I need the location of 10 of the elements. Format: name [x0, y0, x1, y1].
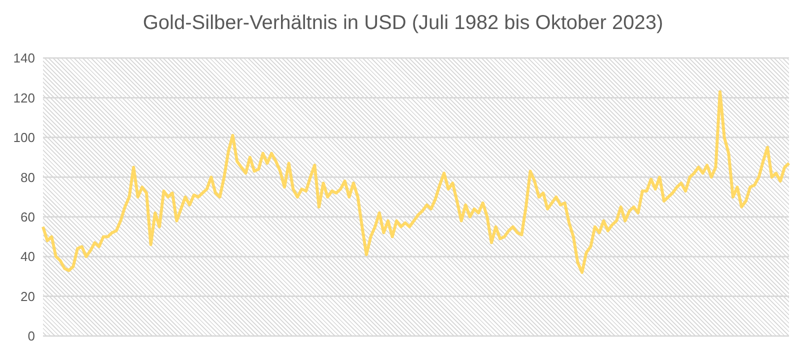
chart-title: Gold-Silber-Verhältnis in USD (Juli 1982 bis Oktober 2023)	[142, 11, 664, 36]
y-tick-label: 100	[13, 130, 35, 146]
y-tick-label: 0	[28, 328, 35, 344]
y-tick-label: 120	[13, 90, 35, 106]
line-series	[42, 90, 790, 274]
y-tick-label: 140	[13, 50, 35, 66]
y-tick-label: 60	[20, 209, 35, 224]
y-tick-label: 20	[20, 288, 35, 304]
y-tick-label: 40	[20, 249, 35, 264]
y-tick-label: 80	[20, 170, 35, 185]
